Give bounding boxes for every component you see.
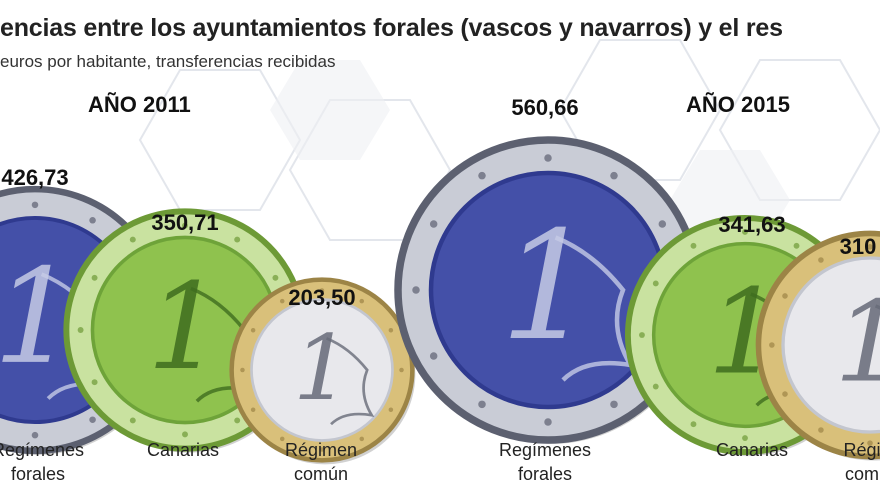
year-title-2011: AÑO 2011 bbox=[88, 92, 191, 117]
chart-title: encias entre los ayuntamientos forales (… bbox=[0, 14, 783, 42]
value-label-2015-forales: 560,66 bbox=[511, 95, 579, 120]
svg-text:1: 1 bbox=[834, 278, 880, 408]
category-label-2015-canarias: Canarias bbox=[715, 440, 789, 460]
svg-text:1: 1 bbox=[500, 200, 595, 374]
svg-text:1: 1 bbox=[147, 258, 222, 396]
value-label-2011-comun: 203,50 bbox=[288, 285, 356, 310]
value-label-2015-canarias: 341,63 bbox=[718, 212, 786, 237]
year-title-2015: AÑO 2015 bbox=[686, 92, 790, 117]
value-label-2011-forales: 426,73 bbox=[1, 165, 69, 190]
category-label-2011-comun: Régimen común bbox=[284, 440, 358, 484]
coin-2015-forales: 1 bbox=[394, 136, 702, 444]
coin-2011-comun: 1 bbox=[229, 277, 416, 465]
category-label-2011-forales: Regímenes forales bbox=[0, 440, 85, 484]
coin-2015-comun: 1 bbox=[755, 230, 880, 461]
svg-text:1: 1 bbox=[293, 316, 351, 421]
svg-text:1: 1 bbox=[0, 241, 76, 393]
category-label-2015-forales: Regímenes forales bbox=[498, 440, 592, 484]
category-label-2011-canarias: Canarias bbox=[146, 440, 220, 460]
value-label-2011-canarias: 350,71 bbox=[151, 210, 219, 235]
value-label-2015-comun: 310 bbox=[839, 234, 877, 259]
category-label-2015-comun: Régi com bbox=[843, 440, 880, 484]
chart-subtitle: euros por habitante, transferencias reci… bbox=[0, 52, 336, 71]
